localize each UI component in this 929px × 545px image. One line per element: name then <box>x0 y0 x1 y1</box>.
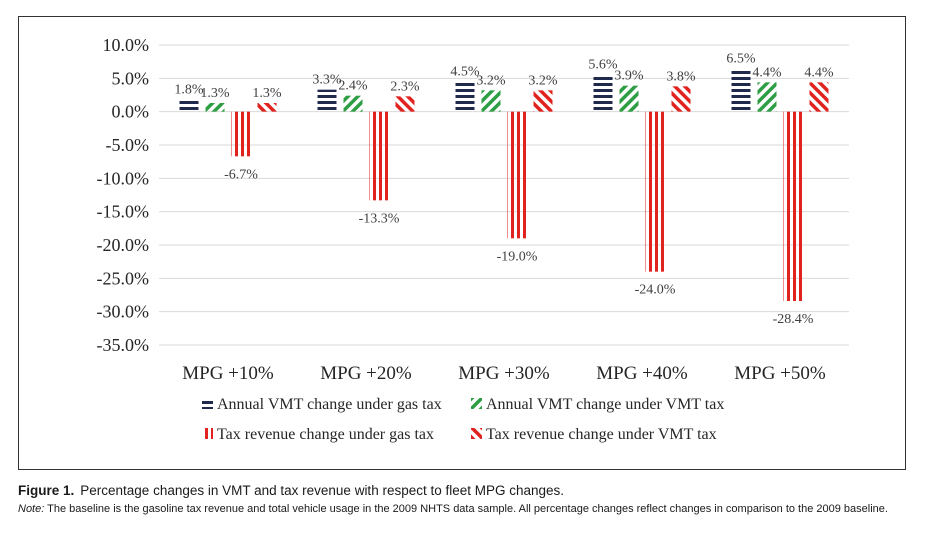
bar-annual-vmt-change-under-vmt-tax <box>343 95 363 112</box>
bar-annual-vmt-change-under-vmt-tax <box>205 103 225 112</box>
y-tick-label: -5.0% <box>106 135 150 155</box>
bar-tax-revenue-change-under-vmt-tax <box>809 82 829 112</box>
y-tick-label: -15.0% <box>97 202 150 222</box>
data-label: 3.3% <box>312 73 342 88</box>
data-label: -6.7% <box>224 167 258 182</box>
category-label: MPG +20% <box>320 363 412 384</box>
note-text: The baseline is the gasoline tax revenue… <box>44 503 888 515</box>
data-label: 3.2% <box>528 73 558 88</box>
bar-tax-revenue-change-under-gas-tax <box>507 111 527 239</box>
data-label: 1.8% <box>174 83 204 98</box>
bar-annual-vmt-change-under-gas-tax <box>731 68 751 112</box>
legend-item-tax-revenue-change-under-gas-tax: Tax revenue change under gas tax <box>217 426 434 443</box>
legend-item-annual-vmt-change-under-gas-tax: Annual VMT change under gas tax <box>217 396 442 413</box>
bar-annual-vmt-change-under-gas-tax <box>455 81 475 112</box>
bar-tax-revenue-change-under-gas-tax <box>369 111 389 201</box>
data-label: 1.3% <box>252 86 282 101</box>
bar-annual-vmt-change-under-gas-tax <box>317 89 337 112</box>
category-label: MPG +50% <box>734 363 826 384</box>
data-label: 6.5% <box>726 51 756 66</box>
caption-note: Note: The baseline is the gasoline tax r… <box>18 501 913 517</box>
legend-item-annual-vmt-change-under-vmt-tax: Annual VMT change under VMT tax <box>486 396 724 413</box>
bar-tax-revenue-change-under-vmt-tax <box>533 90 553 112</box>
data-label: 1.3% <box>200 86 230 101</box>
y-tick-label: -25.0% <box>97 268 150 288</box>
data-label: -19.0% <box>497 249 538 264</box>
y-tick-label: 10.0% <box>103 35 150 55</box>
y-tick-label: -20.0% <box>97 235 150 255</box>
caption-line: Figure 1. Percentage changes in VMT and t… <box>18 482 913 499</box>
legend-swatch <box>202 398 213 409</box>
caption-label: Figure 1. <box>18 483 75 498</box>
data-label: 3.9% <box>614 69 644 84</box>
bar-tax-revenue-change-under-gas-tax <box>645 111 665 272</box>
data-label: 4.4% <box>804 65 834 80</box>
data-label: -28.4% <box>773 312 814 327</box>
caption-text: Percentage changes in VMT and tax revenu… <box>80 483 565 498</box>
bar-annual-vmt-change-under-gas-tax <box>593 74 613 112</box>
y-tick-label: -30.0% <box>97 302 150 322</box>
legend-swatch <box>471 398 482 409</box>
chart-frame: 10.0% 5.0% 0.0% -5.0% -10.0% -15.0% -20.0% -25.… <box>18 16 906 470</box>
bar-annual-vmt-change-under-vmt-tax <box>757 82 777 112</box>
legend-swatch <box>471 428 482 439</box>
data-label: -13.3% <box>359 211 400 226</box>
y-tick-label: -10.0% <box>97 168 150 188</box>
category-label: MPG +10% <box>182 363 274 384</box>
data-label: 3.8% <box>666 69 696 84</box>
bar-tax-revenue-change-under-vmt-tax <box>257 103 277 112</box>
data-label: 4.4% <box>752 65 782 80</box>
data-label: 2.3% <box>390 79 420 94</box>
bar-annual-vmt-change-under-vmt-tax <box>481 90 501 112</box>
bar-annual-vmt-change-under-vmt-tax <box>619 85 639 112</box>
note-label: Note: <box>18 503 45 515</box>
figure-caption: Figure 1. Percentage changes in VMT and t… <box>18 482 913 517</box>
legend-item-tax-revenue-change-under-vmt-tax: Tax revenue change under VMT tax <box>486 426 717 443</box>
y-tick-label: -35.0% <box>97 335 150 355</box>
data-label: 5.6% <box>588 57 618 72</box>
y-tick-label: 5.0% <box>112 68 150 88</box>
bar-tax-revenue-change-under-vmt-tax <box>395 96 415 112</box>
legend-swatch <box>202 428 213 439</box>
data-label: 2.4% <box>338 79 368 94</box>
bar-annual-vmt-change-under-gas-tax <box>179 99 199 112</box>
data-label: 3.2% <box>476 73 506 88</box>
bar-chart: 10.0% 5.0% 0.0% -5.0% -10.0% -15.0% -20.0% -25.… <box>97 35 849 443</box>
bar-tax-revenue-change-under-gas-tax <box>231 111 251 157</box>
category-label: MPG +30% <box>458 363 550 384</box>
y-tick-label: 0.0% <box>112 102 150 122</box>
data-label: 4.5% <box>450 65 480 80</box>
category-label: MPG +40% <box>596 363 688 384</box>
bar-tax-revenue-change-under-gas-tax <box>783 111 803 302</box>
bar-tax-revenue-change-under-vmt-tax <box>671 86 691 112</box>
data-label: -24.0% <box>635 283 676 298</box>
